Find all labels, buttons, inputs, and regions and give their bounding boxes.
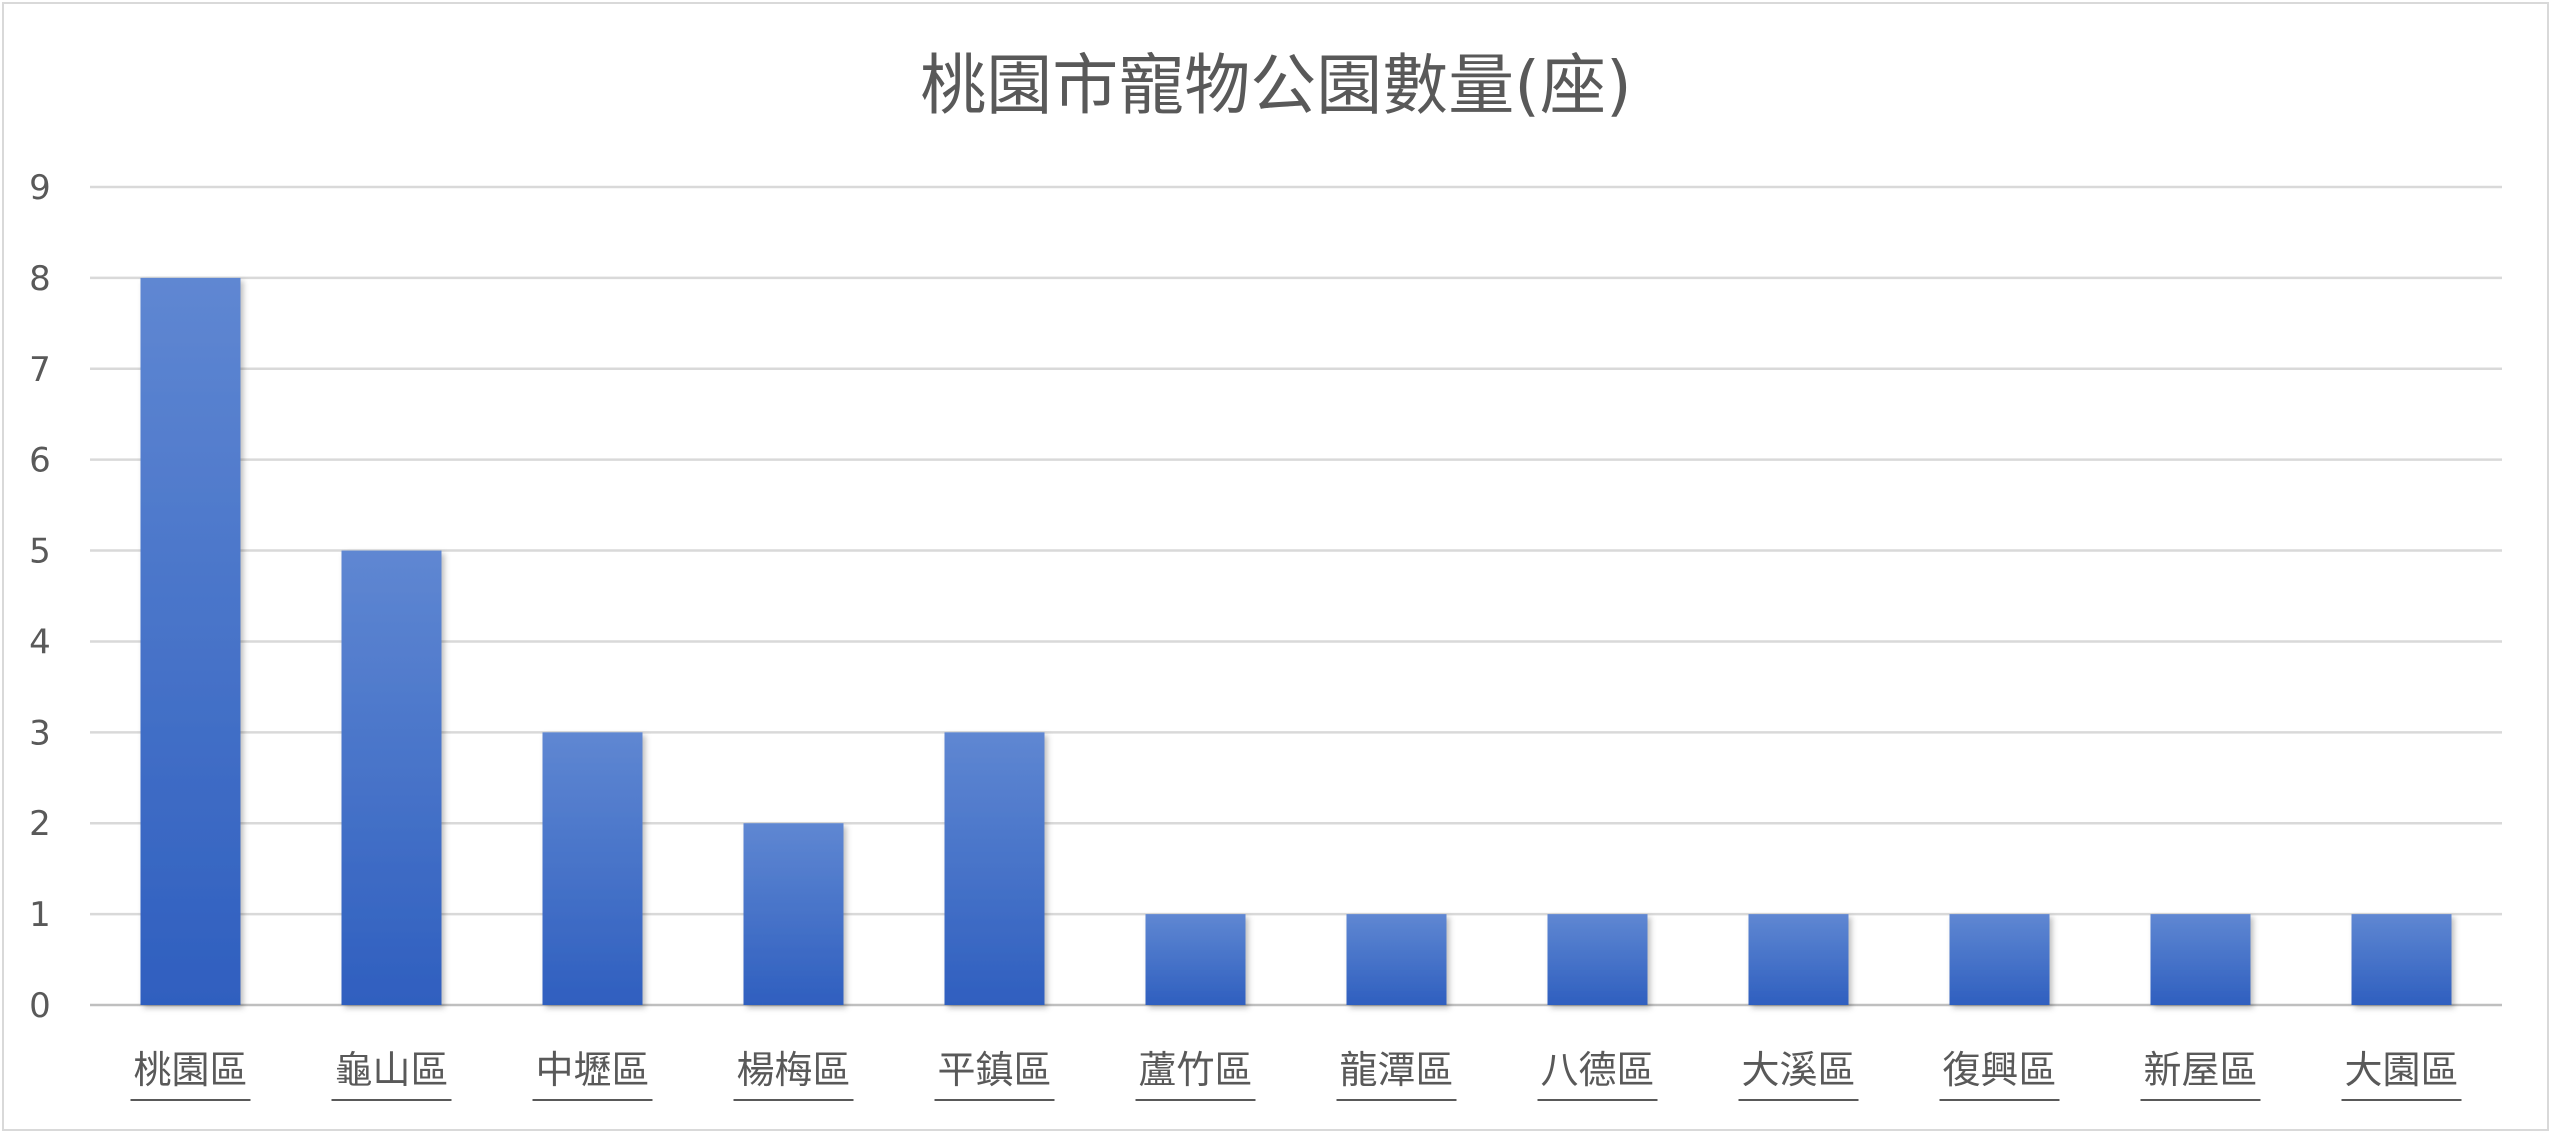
y-axis-ticks: 0 1 2 3 4 5 6 7 8 9 xyxy=(29,168,51,1026)
y-tick-label: 4 xyxy=(29,622,51,662)
bar-7 xyxy=(1346,914,1447,1005)
bar-3 xyxy=(542,732,643,1005)
y-tick-label: 6 xyxy=(29,441,51,481)
gridlines xyxy=(90,185,2502,1007)
x-category-label: 平鎮區 xyxy=(937,1048,1051,1092)
y-tick-label: 7 xyxy=(29,350,51,390)
x-category-label: 大園區 xyxy=(2344,1048,2458,1092)
chart-title: 桃園市寵物公園數量(座) xyxy=(920,47,1632,124)
bar-2 xyxy=(341,550,442,1005)
y-tick-label: 0 xyxy=(29,986,51,1026)
x-category-label: 復興區 xyxy=(1942,1048,2056,1092)
bar-6 xyxy=(1145,914,1246,1005)
x-category-label: 蘆竹區 xyxy=(1138,1048,1252,1092)
y-tick-label: 5 xyxy=(29,532,51,572)
x-category-label: 大溪區 xyxy=(1741,1048,1855,1092)
y-tick-label: 1 xyxy=(29,895,51,935)
x-category-label: 新屋區 xyxy=(2143,1048,2257,1092)
bar-10 xyxy=(1949,914,2050,1005)
bar-11 xyxy=(2150,914,2251,1005)
x-category-label: 楊梅區 xyxy=(736,1048,850,1092)
y-tick-label: 8 xyxy=(29,259,51,299)
bar-4 xyxy=(743,823,844,1005)
bar-12 xyxy=(2351,914,2452,1005)
y-tick-label: 2 xyxy=(29,804,51,844)
y-tick-label: 3 xyxy=(29,713,51,753)
bar-5 xyxy=(944,732,1045,1005)
x-category-label: 桃園區 xyxy=(133,1048,247,1092)
x-category-label: 八德區 xyxy=(1540,1048,1654,1092)
x-category-label: 龜山區 xyxy=(334,1048,448,1092)
bars xyxy=(140,277,2452,1005)
x-category-label: 中壢區 xyxy=(535,1048,649,1092)
x-category-label: 龍潭區 xyxy=(1339,1048,1453,1092)
bar-1 xyxy=(140,277,241,1005)
x-axis-labels: 桃園區 龜山區 中壢區 楊梅區 平鎮區 蘆竹區 龍潭區 八德區 大溪區 復興區 新屋區 大園區 xyxy=(130,1048,2462,1101)
bar-9 xyxy=(1748,914,1849,1005)
y-tick-label: 9 xyxy=(29,168,51,208)
bar-8 xyxy=(1547,914,1648,1005)
